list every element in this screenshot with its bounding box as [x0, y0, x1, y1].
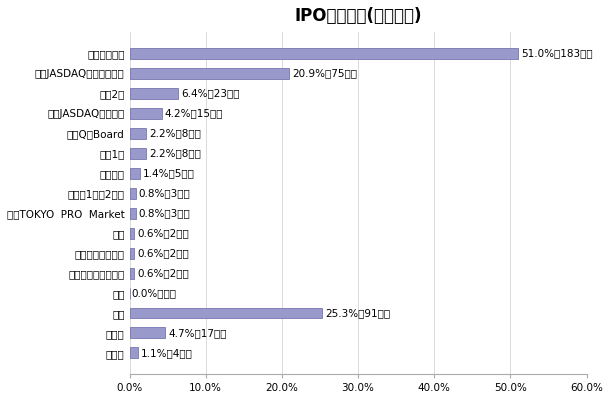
Bar	[129, 348, 138, 358]
Text: 2.2%（8社）: 2.2%（8社）	[149, 148, 201, 158]
Text: 4.7%（17社）: 4.7%（17社）	[168, 328, 227, 338]
Text: 0.6%（2社）: 0.6%（2社）	[137, 268, 189, 278]
Text: 0.6%（2社）: 0.6%（2社）	[137, 248, 189, 258]
Text: 0.8%（3社）: 0.8%（3社）	[138, 208, 190, 218]
Bar	[129, 128, 146, 138]
Bar	[129, 248, 134, 258]
Bar	[129, 228, 134, 238]
Bar	[129, 188, 135, 198]
Bar	[129, 168, 140, 178]
Text: 0.6%（2社）: 0.6%（2社）	[137, 228, 189, 238]
Text: 6.4%（23社）: 6.4%（23社）	[181, 88, 240, 98]
Text: 0.0%（－）: 0.0%（－）	[132, 288, 177, 298]
Bar	[129, 208, 135, 218]
Text: 25.3%（91社）: 25.3%（91社）	[325, 308, 390, 318]
Bar	[129, 48, 518, 58]
Title: IPO予定市場(複数回答): IPO予定市場(複数回答)	[295, 7, 422, 25]
Bar	[129, 88, 178, 98]
Text: 0.8%（3社）: 0.8%（3社）	[138, 188, 190, 198]
Bar	[129, 308, 322, 318]
Text: 20.9%（75社）: 20.9%（75社）	[292, 68, 357, 78]
Bar	[129, 68, 289, 78]
Text: 2.2%（8社）: 2.2%（8社）	[149, 128, 201, 138]
Bar	[129, 148, 146, 158]
Text: 1.4%（5社）: 1.4%（5社）	[143, 168, 195, 178]
Text: 4.2%（15社）: 4.2%（15社）	[165, 108, 223, 118]
Text: 51.0%（183社）: 51.0%（183社）	[521, 48, 593, 58]
Bar	[129, 328, 165, 338]
Text: 1.1%（4社）: 1.1%（4社）	[141, 348, 193, 358]
Bar	[129, 268, 134, 278]
Bar	[129, 108, 162, 118]
